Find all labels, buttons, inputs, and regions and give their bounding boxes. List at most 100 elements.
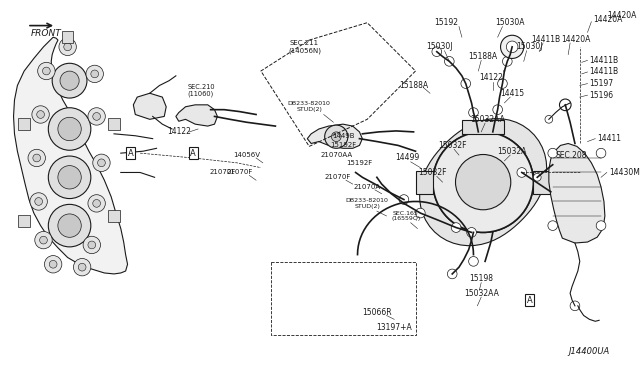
Circle shape: [324, 125, 348, 148]
Circle shape: [59, 38, 76, 55]
Circle shape: [451, 223, 461, 232]
Text: SEC.210
(11060): SEC.210 (11060): [187, 84, 215, 97]
Bar: [108, 210, 120, 222]
Polygon shape: [133, 93, 166, 119]
Circle shape: [506, 41, 518, 53]
Polygon shape: [549, 144, 605, 243]
Text: 15198: 15198: [469, 274, 493, 283]
Text: FRONT: FRONT: [31, 29, 61, 38]
Text: 21070F: 21070F: [227, 170, 253, 176]
Circle shape: [91, 70, 99, 78]
Circle shape: [48, 156, 91, 199]
Circle shape: [42, 67, 51, 75]
Text: SEC.165
(16559Q): SEC.165 (16559Q): [391, 211, 420, 221]
Text: 15030J: 15030J: [426, 42, 453, 51]
Circle shape: [433, 132, 533, 232]
Circle shape: [36, 110, 44, 118]
Text: 15188A: 15188A: [468, 52, 498, 61]
Text: 15197: 15197: [589, 79, 614, 88]
Text: 15196: 15196: [589, 91, 614, 100]
Circle shape: [48, 108, 91, 150]
Circle shape: [461, 79, 470, 89]
Circle shape: [93, 199, 100, 207]
Circle shape: [468, 108, 478, 118]
Circle shape: [432, 47, 442, 57]
Circle shape: [493, 105, 502, 115]
Circle shape: [498, 79, 508, 89]
Text: 14411: 14411: [597, 134, 621, 143]
Circle shape: [33, 154, 40, 162]
Circle shape: [97, 159, 106, 167]
Circle shape: [93, 154, 110, 171]
Bar: [19, 118, 30, 130]
Text: 15032AA: 15032AA: [470, 115, 506, 124]
Circle shape: [44, 256, 62, 273]
Circle shape: [58, 214, 81, 237]
Circle shape: [49, 260, 57, 268]
Text: J14400UA: J14400UA: [569, 347, 610, 356]
Text: 14499: 14499: [396, 154, 420, 163]
Text: 14056V: 14056V: [233, 152, 260, 158]
Circle shape: [48, 204, 91, 247]
Circle shape: [32, 106, 49, 123]
Circle shape: [548, 148, 557, 158]
Text: 21070F: 21070F: [209, 170, 236, 176]
Polygon shape: [13, 37, 127, 274]
Polygon shape: [420, 119, 547, 246]
Text: 15032F: 15032F: [419, 168, 447, 177]
Circle shape: [517, 168, 527, 177]
Circle shape: [30, 193, 47, 210]
Bar: [108, 118, 120, 130]
Text: 14122: 14122: [479, 73, 503, 82]
Circle shape: [456, 154, 511, 210]
Circle shape: [88, 108, 106, 125]
Bar: [462, 120, 504, 134]
Circle shape: [28, 149, 45, 167]
Bar: [19, 215, 30, 227]
Text: 15192: 15192: [435, 18, 458, 27]
Circle shape: [399, 195, 409, 204]
Circle shape: [502, 57, 512, 66]
Bar: [62, 31, 74, 43]
Text: 14430M: 14430M: [609, 168, 639, 177]
Text: A: A: [190, 149, 196, 158]
Circle shape: [88, 241, 95, 249]
Text: 14420A: 14420A: [607, 12, 636, 20]
Text: 14122: 14122: [167, 127, 191, 137]
Circle shape: [596, 148, 606, 158]
Text: 15192F: 15192F: [346, 160, 372, 166]
Circle shape: [596, 221, 606, 230]
Polygon shape: [176, 105, 218, 126]
Circle shape: [60, 71, 79, 90]
Text: SEC.208: SEC.208: [556, 151, 587, 160]
Circle shape: [78, 263, 86, 271]
Text: DB233-82010
STUD(2): DB233-82010 STUD(2): [346, 198, 388, 209]
Circle shape: [74, 259, 91, 276]
Text: 1449B: 1449B: [332, 133, 355, 139]
Polygon shape: [307, 124, 362, 148]
Text: 15066R: 15066R: [362, 308, 392, 317]
Circle shape: [58, 166, 81, 189]
Text: A: A: [127, 149, 133, 158]
Circle shape: [83, 236, 100, 254]
Text: 15032A: 15032A: [497, 147, 527, 156]
Circle shape: [559, 99, 571, 110]
Circle shape: [52, 63, 87, 98]
Text: A: A: [527, 295, 532, 305]
Text: 21070A: 21070A: [354, 184, 381, 190]
Bar: [415, 170, 433, 194]
Circle shape: [93, 113, 100, 120]
Text: 15030J: 15030J: [516, 42, 543, 51]
Text: 21070F: 21070F: [325, 174, 351, 180]
Text: 15192F: 15192F: [330, 142, 356, 148]
Circle shape: [570, 301, 580, 311]
Circle shape: [445, 57, 454, 66]
Bar: [533, 170, 551, 194]
Text: 14420A: 14420A: [561, 35, 591, 44]
Circle shape: [545, 115, 553, 123]
Circle shape: [468, 257, 478, 266]
Text: DB233-82010
STUD(2): DB233-82010 STUD(2): [288, 101, 331, 112]
Text: 15188A: 15188A: [399, 81, 428, 90]
Circle shape: [58, 117, 81, 141]
Circle shape: [415, 208, 425, 218]
